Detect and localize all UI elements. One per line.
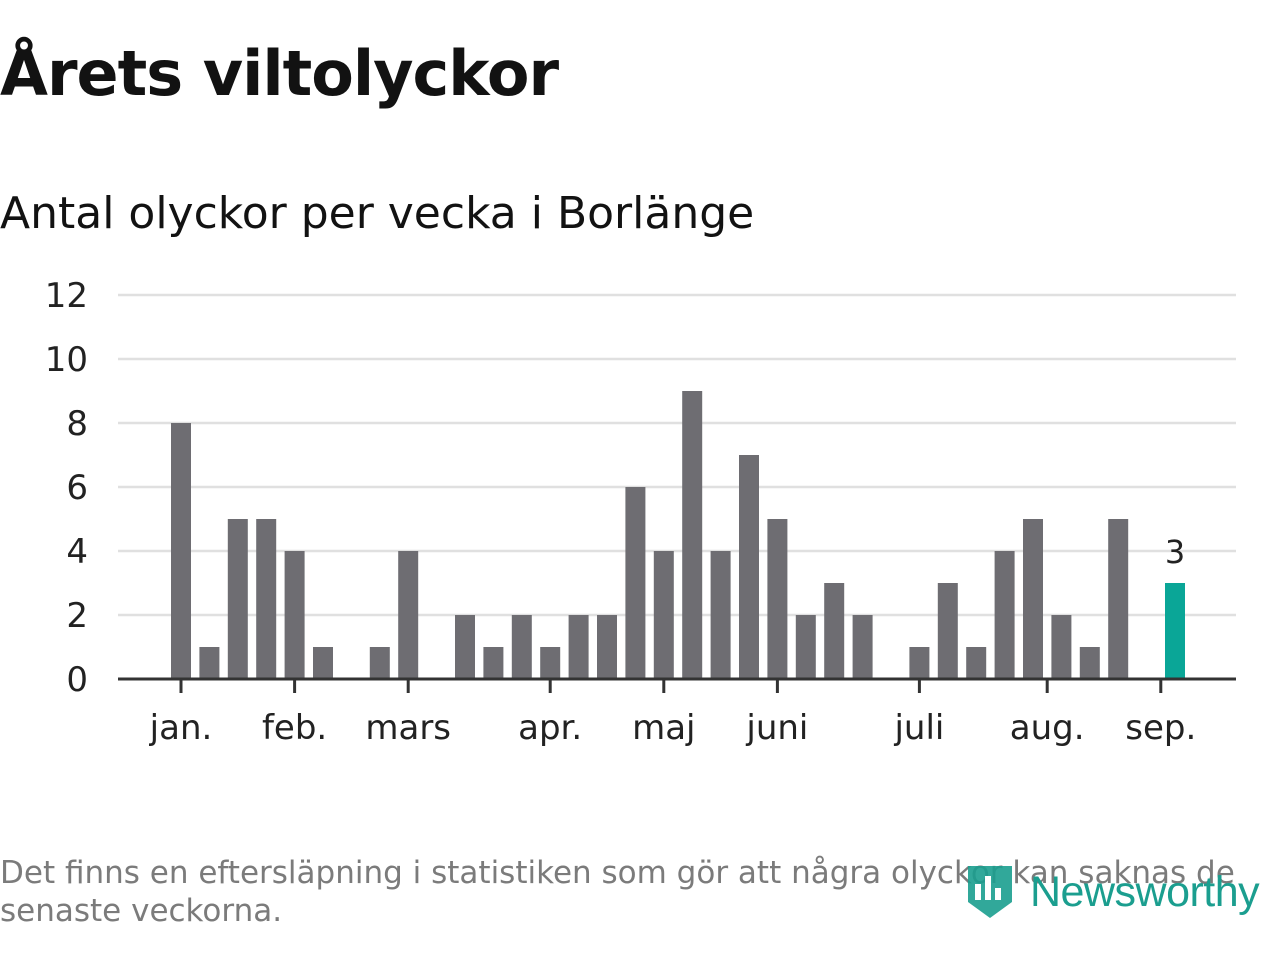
bar — [994, 551, 1015, 679]
y-tick-label: 2 — [66, 596, 88, 636]
bar — [455, 615, 475, 679]
x-tick-label: apr. — [518, 708, 582, 748]
bar-highlight — [1165, 583, 1185, 679]
bar — [1079, 647, 1100, 679]
bar — [511, 615, 532, 679]
x-tick-label: juni — [745, 708, 808, 748]
bar — [398, 551, 419, 679]
chart-subtitle: Antal olyckor per vecka i Borlänge — [0, 188, 755, 239]
bar — [625, 487, 646, 679]
bar — [1023, 519, 1043, 679]
x-tick-label: aug. — [1010, 708, 1085, 748]
y-tick-label: 6 — [66, 468, 88, 508]
bar — [909, 647, 930, 679]
bar — [597, 615, 617, 679]
bar — [682, 391, 703, 679]
bar — [256, 519, 277, 679]
bar — [369, 647, 390, 679]
bar — [852, 615, 873, 679]
x-tick-label: feb. — [262, 708, 327, 748]
bar-chart: 0 2 4 6 8 10 12 3 jan. feb. mars apr. maj juni juli aug… — [45, 276, 1236, 748]
newsworthy-bar-chart-icon — [968, 866, 1012, 918]
y-tick-label: 4 — [66, 532, 88, 572]
x-tick-label: jan. — [149, 708, 213, 748]
bar — [739, 455, 759, 679]
y-tick-label: 0 — [66, 660, 88, 700]
bar — [284, 551, 305, 679]
y-tick-label: 8 — [66, 404, 88, 444]
newsworthy-logo: Newsworthy — [964, 862, 1260, 922]
bar — [1051, 615, 1072, 679]
bar — [824, 583, 845, 679]
footnote: Det finns en eftersläpning i statistiken… — [0, 855, 1235, 929]
bar — [227, 519, 248, 679]
y-tick-label: 10 — [45, 340, 88, 380]
bar — [199, 647, 220, 679]
bar — [1108, 519, 1129, 679]
bar — [966, 647, 987, 679]
bar — [795, 615, 816, 679]
bar — [483, 647, 504, 679]
bar — [540, 647, 561, 679]
bar — [767, 519, 788, 679]
x-tick-label: mars — [365, 708, 451, 748]
chart-title: Årets viltolyckor — [0, 37, 559, 110]
bar — [653, 551, 674, 679]
bar — [710, 551, 731, 679]
logo-text: Newsworthy — [1030, 867, 1260, 916]
x-tick-label: sep. — [1125, 708, 1196, 748]
x-tick-label: juli — [893, 708, 944, 748]
bar — [937, 583, 958, 679]
bar — [568, 615, 589, 679]
bar — [313, 647, 333, 679]
bar-value-label: 3 — [1165, 533, 1185, 571]
bar — [171, 423, 191, 679]
x-tick-label: maj — [632, 708, 695, 748]
y-tick-label: 12 — [45, 276, 88, 316]
